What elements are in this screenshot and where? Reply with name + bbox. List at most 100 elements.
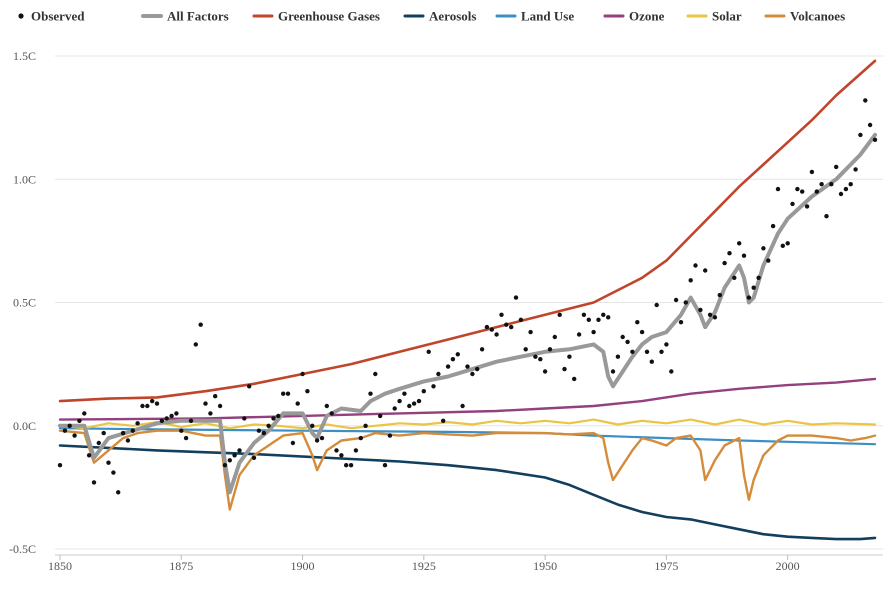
observed-point <box>310 423 315 428</box>
observed-point <box>426 349 431 354</box>
observed-point <box>82 411 87 416</box>
observed-point <box>242 416 247 421</box>
observed-point <box>824 214 829 219</box>
observed-point <box>276 413 281 419</box>
observed-point <box>790 201 795 207</box>
observed-point <box>421 389 426 394</box>
observed-point <box>809 169 815 175</box>
observed-point <box>484 324 490 330</box>
observed-point <box>523 347 528 352</box>
observed-point <box>441 418 446 423</box>
observed-point <box>867 122 873 128</box>
legend-label: All Factors <box>167 9 229 24</box>
observed-point <box>339 453 344 458</box>
legend-item-solar[interactable]: Solar <box>686 9 742 24</box>
legend-label: Ozone <box>629 9 665 24</box>
observed-point <box>96 440 102 446</box>
legend-item-all-factors[interactable]: All Factors <box>141 9 229 24</box>
series-line-ozone <box>58 377 877 421</box>
observed-point <box>431 384 436 389</box>
observed-point <box>213 394 218 399</box>
observed-point <box>766 258 771 263</box>
observed-point <box>402 391 407 396</box>
observed-point <box>737 241 742 246</box>
observed-point <box>683 300 688 305</box>
observed-point <box>538 357 543 362</box>
grid-lines <box>55 55 883 550</box>
legend-item-observed[interactable]: Observed <box>18 9 85 24</box>
observed-point <box>819 182 824 187</box>
observed-point <box>829 182 834 187</box>
observed-point <box>547 347 553 352</box>
observed-point <box>324 403 329 409</box>
observed-point <box>858 132 863 138</box>
observed-point <box>576 332 582 337</box>
legend-item-aerosols[interactable]: Aerosols <box>403 9 476 24</box>
observed-point <box>111 470 116 475</box>
x-tick-label: 1975 <box>654 559 678 573</box>
observed-point <box>499 312 504 317</box>
observed-point <box>198 322 203 327</box>
observed-point <box>732 275 737 280</box>
observed-point <box>761 246 766 251</box>
observed-point <box>450 357 456 362</box>
observed-point <box>606 315 611 320</box>
observed-point <box>145 403 150 409</box>
legend-item-volcanoes[interactable]: Volcanoes <box>764 9 845 24</box>
observed-point <box>378 413 383 419</box>
observed-point <box>86 453 92 458</box>
observed-point <box>344 463 349 468</box>
observed-point <box>232 453 237 458</box>
observed-points <box>57 98 878 495</box>
observed-point <box>62 428 68 433</box>
observed-point <box>504 322 509 327</box>
observed-point <box>319 435 325 441</box>
observed-point <box>853 167 858 172</box>
legend-item-ozone[interactable]: Ozone <box>603 9 665 24</box>
observed-point <box>712 315 718 320</box>
observed-point <box>664 342 669 347</box>
observed-point <box>717 292 722 298</box>
observed-point <box>416 398 422 404</box>
observed-point <box>174 411 179 416</box>
observed-point <box>596 317 601 322</box>
observed-point <box>411 401 417 406</box>
observed-point <box>407 403 412 409</box>
y-tick-label: 1.0C <box>13 172 36 186</box>
observed-point <box>615 354 621 359</box>
observed-point <box>552 334 557 340</box>
observed-point <box>489 327 494 332</box>
observed-point <box>125 438 131 443</box>
legend-item-greenhouse-gases[interactable]: Greenhouse Gases <box>252 9 380 24</box>
observed-point <box>518 317 524 322</box>
observed-point <box>373 371 378 377</box>
observed-point <box>101 430 106 436</box>
x-tick-label: 1900 <box>291 559 315 573</box>
observed-point <box>756 275 761 280</box>
observed-point <box>436 371 441 377</box>
observed-point <box>208 411 213 416</box>
observed-point <box>669 369 674 374</box>
observed-point <box>470 371 475 377</box>
x-tick-label: 1850 <box>48 559 72 573</box>
observed-point <box>116 490 121 495</box>
observed-point <box>237 448 242 453</box>
observed-point <box>586 317 591 322</box>
observed-point <box>843 186 849 192</box>
observed-point <box>688 278 693 283</box>
observed-point <box>285 391 291 396</box>
observed-point <box>150 398 155 404</box>
observed-point <box>644 349 650 354</box>
series-line-all-factors <box>58 132 877 495</box>
series-line-volcanoes <box>58 429 877 511</box>
observed-point <box>703 268 708 273</box>
legend-item-land-use[interactable]: Land Use <box>495 9 574 24</box>
observed-point <box>635 320 640 325</box>
legend-label: Aerosols <box>429 9 476 24</box>
observed-point <box>542 369 548 374</box>
observed-point <box>693 263 698 268</box>
observed-point <box>460 403 465 409</box>
legend-dot-icon <box>18 13 24 19</box>
observed-point <box>281 391 286 396</box>
